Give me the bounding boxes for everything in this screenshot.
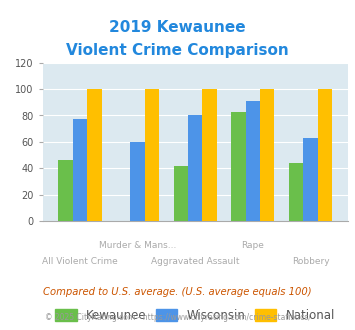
Text: All Violent Crime: All Violent Crime xyxy=(42,257,118,266)
Bar xyxy=(318,89,332,221)
Bar xyxy=(246,101,260,221)
Legend: Kewaunee, Wisconsin, National: Kewaunee, Wisconsin, National xyxy=(55,309,335,322)
Bar xyxy=(130,142,145,221)
Bar xyxy=(188,115,202,221)
Bar xyxy=(73,119,87,221)
Text: Murder & Mans...: Murder & Mans... xyxy=(99,241,176,249)
Text: Robbery: Robbery xyxy=(292,257,329,266)
Text: Compared to U.S. average. (U.S. average equals 100): Compared to U.S. average. (U.S. average … xyxy=(43,287,312,297)
Text: Violent Crime Comparison: Violent Crime Comparison xyxy=(66,43,289,58)
Bar xyxy=(87,89,102,221)
Bar xyxy=(231,112,246,221)
Bar xyxy=(174,166,188,221)
Text: Rape: Rape xyxy=(241,241,264,249)
Bar xyxy=(145,89,159,221)
Bar xyxy=(289,163,303,221)
Bar xyxy=(303,138,318,221)
Text: 2019 Kewaunee: 2019 Kewaunee xyxy=(109,20,246,35)
Bar xyxy=(202,89,217,221)
Bar xyxy=(59,160,73,221)
Bar xyxy=(260,89,274,221)
Text: Aggravated Assault: Aggravated Assault xyxy=(151,257,240,266)
Text: © 2025 CityRating.com - https://www.cityrating.com/crime-statistics/: © 2025 CityRating.com - https://www.city… xyxy=(45,313,310,322)
